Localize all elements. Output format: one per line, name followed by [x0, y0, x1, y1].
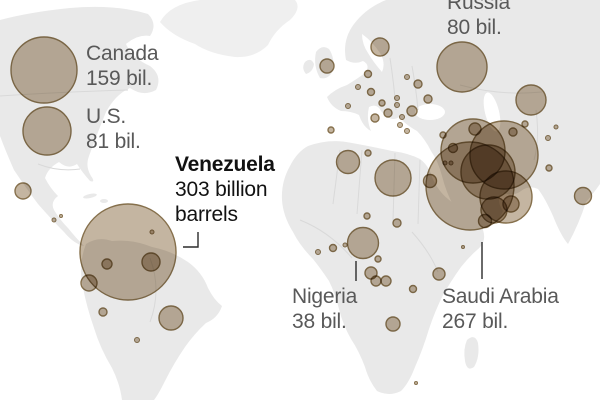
- cuba-landmass: [83, 193, 97, 199]
- label-venezuela-line-1: Venezuela: [175, 153, 275, 176]
- bubble-netherlands: [355, 84, 361, 90]
- label-nigeria: Nigeria 38 bil.: [292, 284, 357, 334]
- bubble-venezuela: [79, 203, 177, 301]
- label-canada-line-2: 159 bil.: [86, 67, 153, 90]
- bubble-italy: [370, 113, 380, 123]
- bubble-poland: [378, 99, 386, 107]
- bubble-chad: [392, 218, 402, 228]
- bubble-brazil: [158, 305, 184, 331]
- bubble-belize: [59, 214, 63, 218]
- bubble-tunisia: [364, 149, 372, 157]
- bubble-ukraine: [423, 94, 433, 104]
- bubble-oman: [502, 195, 520, 213]
- bubble-drc: [408, 284, 418, 294]
- bubble-kyrgyz: [553, 124, 559, 130]
- bubble-uzbekistan: [545, 135, 551, 141]
- bubble-norway: [370, 37, 390, 57]
- bubble-jordan: [448, 160, 454, 166]
- bubble-kazakhstan: [515, 84, 547, 116]
- leader-line-layer: [183, 232, 483, 281]
- label-canada: Canada 159 bil.: [86, 41, 159, 91]
- bubble-caspian-dot: [521, 120, 529, 128]
- bubble-us: [22, 106, 72, 156]
- bubble-pakistan: [545, 164, 553, 172]
- bubble-uganda: [432, 267, 446, 281]
- bubble-gabon: [370, 275, 382, 287]
- bubble-india: [573, 186, 593, 206]
- bubble-baltic-dot: [404, 74, 410, 80]
- bubble-spain: [327, 126, 335, 134]
- bubble-czech: [394, 102, 400, 108]
- label-venezuela-line-3: barrels: [175, 203, 238, 226]
- bubble-hungary: [383, 108, 393, 118]
- label-venezuela: Venezuela 303 billion barrels: [175, 152, 275, 227]
- bubble-peru: [98, 307, 108, 317]
- bubble-niger: [363, 212, 371, 220]
- bubble-libya: [374, 159, 412, 197]
- venezuela-leader: [183, 232, 199, 248]
- bubble-denmark: [363, 69, 373, 79]
- bubble-turkmenistan: [508, 127, 518, 137]
- bubble-trinidad: [149, 229, 155, 235]
- bubble-cote-ivoire: [315, 249, 321, 255]
- bubble-congo: [380, 275, 392, 287]
- bubble-nigeria: [346, 226, 380, 260]
- label-us-line-2: 81 bil.: [86, 130, 141, 153]
- label-us-line-1: U.S.: [86, 105, 127, 128]
- hispaniola-landmass: [100, 199, 108, 203]
- bubble-balkan: [413, 79, 423, 89]
- bubble-sudan: [461, 245, 465, 249]
- bubble-angola: [385, 316, 401, 332]
- bubble-azerbaijan: [468, 122, 482, 136]
- bubble-ghana: [328, 243, 338, 253]
- label-canada-line-1: Canada: [86, 42, 159, 65]
- bubble-austria: [399, 114, 405, 120]
- bubble-egypt: [422, 173, 438, 189]
- bubble-romania: [406, 105, 418, 117]
- greenland-landmass: [160, 0, 298, 58]
- label-us: U.S. 81 bil.: [86, 104, 141, 154]
- bubble-turkey: [439, 131, 447, 139]
- bubble-benin: [342, 242, 348, 248]
- bubble-guyana: [141, 252, 161, 272]
- bubble-france: [345, 103, 351, 109]
- bubble-bulgaria: [404, 128, 410, 134]
- bubble-ecuador: [80, 274, 98, 292]
- ireland-landmass: [303, 59, 314, 74]
- black-sea: [415, 104, 445, 120]
- label-venezuela-line-2: 303 billion: [175, 178, 268, 201]
- bubble-syria: [447, 142, 459, 154]
- label-russia: Russia 80 bil.: [447, 0, 510, 40]
- bubble-mexico: [14, 182, 32, 200]
- bubble-safrica-dot: [414, 381, 418, 385]
- bubble-guatemala: [51, 217, 57, 223]
- bubble-layer: [10, 36, 593, 385]
- bubble-bolivia: [134, 337, 140, 343]
- label-saudi-arabia-line-2: 267 bil.: [442, 310, 509, 333]
- label-nigeria-line-2: 38 bil.: [292, 310, 347, 333]
- madagascar-landmass: [464, 337, 479, 369]
- bubble-yemen: [477, 213, 493, 229]
- bubble-serbia: [397, 122, 403, 128]
- label-saudi-arabia-line-1: Saudi Arabia: [442, 285, 559, 308]
- label-russia-line-1: Russia: [447, 0, 510, 14]
- bubble-germany: [366, 87, 376, 97]
- bubble-uk: [319, 58, 335, 74]
- bubble-cameroon: [374, 255, 382, 263]
- bubble-belarus: [394, 95, 400, 101]
- label-russia-line-2: 80 bil.: [447, 16, 502, 39]
- label-nigeria-line-1: Nigeria: [292, 285, 358, 308]
- bubble-algeria: [335, 149, 361, 175]
- bubble-russia: [436, 41, 488, 93]
- label-saudi-arabia: Saudi Arabia 267 bil.: [442, 284, 559, 334]
- bubble-colombia: [101, 258, 113, 270]
- bubble-israel: [442, 160, 448, 166]
- bubble-canada: [10, 36, 78, 104]
